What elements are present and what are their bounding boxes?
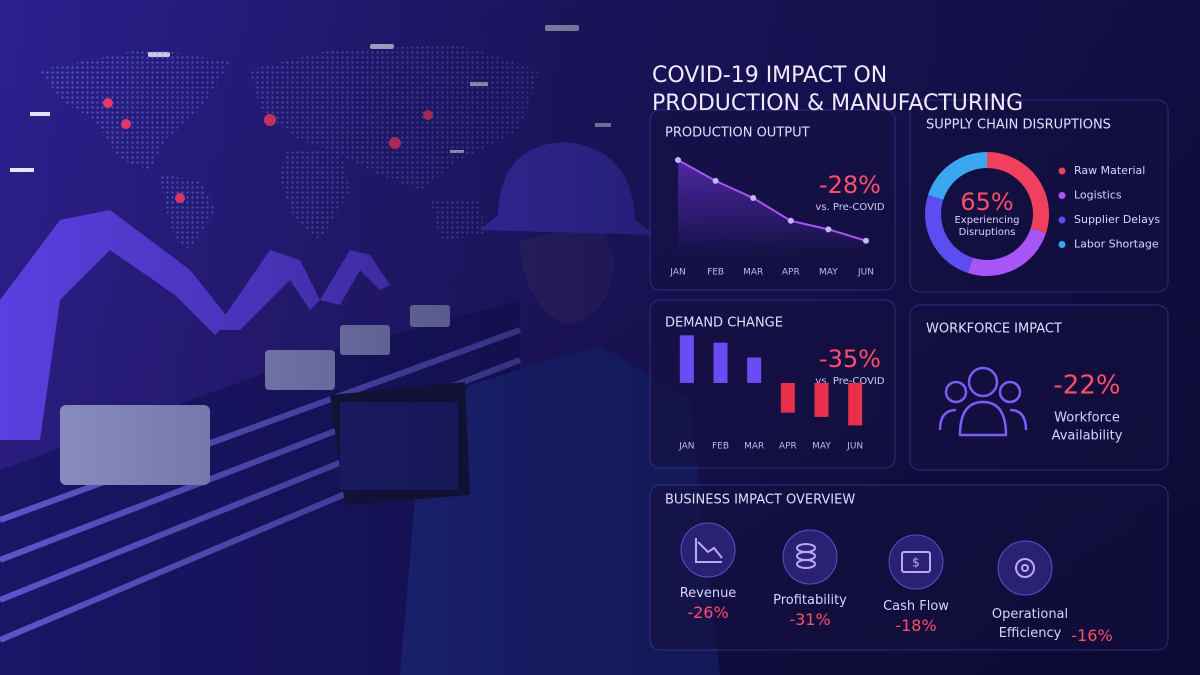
legend-label: Labor Shortage	[1074, 238, 1159, 251]
legend-label: Supplier Delays	[1074, 213, 1160, 226]
business-label: Profitability	[773, 593, 847, 608]
business-item: Revenue -26%	[658, 584, 758, 622]
donut-segment	[987, 152, 1049, 234]
legend-swatch	[1058, 216, 1066, 224]
business-change: -18%	[895, 616, 937, 635]
cash-glyph: $	[912, 556, 920, 570]
business-item: Cash Flow -18%	[866, 597, 966, 635]
business-change: -26%	[687, 603, 729, 622]
title-line: PRODUCTION & MANUFACTURING	[652, 91, 1023, 116]
change-value: -35%	[819, 345, 881, 373]
bar	[747, 357, 762, 383]
change-note: vs. Pre-COVID	[815, 202, 884, 213]
panel-title: BUSINESS IMPACT OVERVIEW	[665, 493, 855, 508]
donut-center-label-box: Experiencing Disruptions	[954, 215, 1020, 238]
legend-swatch	[1058, 241, 1066, 248]
donut-center-label: Experiencing Disruptions	[954, 215, 1020, 238]
workforce-label: Workforce	[1054, 411, 1120, 426]
x-tick-label: JAN	[678, 442, 694, 452]
bar	[814, 383, 829, 417]
legend-swatch	[1058, 167, 1066, 175]
change-note: vs. Pre-COVID	[815, 376, 884, 387]
point	[750, 195, 757, 201]
point	[712, 177, 719, 184]
title-line: COVID-19 IMPACT ON	[652, 63, 887, 88]
x-tick-label: JAN	[669, 268, 685, 278]
legend-label: Logistics	[1074, 189, 1122, 202]
workforce-label: Availability	[1052, 429, 1123, 444]
workforce-icon	[938, 366, 1028, 437]
business-label: Cash Flow	[883, 599, 949, 614]
x-tick-label: FEB	[712, 442, 729, 452]
donut-center-value: 65%	[960, 188, 1013, 216]
bar	[713, 342, 728, 383]
legend-swatch	[1058, 192, 1066, 199]
point	[675, 157, 681, 163]
point	[825, 226, 832, 233]
donut-segment	[925, 194, 973, 273]
x-tick-label: MAY	[812, 442, 831, 452]
x-tick-label: JUN	[846, 442, 863, 452]
x-tick-label: JUN	[857, 268, 874, 278]
panel-title: SUPPLY CHAIN DISRUPTIONS	[926, 118, 1111, 133]
change-value: -22%	[1053, 371, 1120, 401]
business-item: -16%	[1062, 626, 1122, 645]
panel-title: WORKFORCE IMPACT	[926, 322, 1062, 337]
bar	[780, 383, 795, 413]
x-tick-label: MAR	[744, 442, 764, 452]
legend-label: Raw Material	[1074, 164, 1145, 177]
business-glyphs	[695, 538, 1035, 578]
business-icons	[680, 522, 1053, 596]
x-tick-label: MAR	[743, 268, 763, 278]
business-change: -31%	[789, 610, 831, 629]
line	[677, 159, 867, 242]
donut-segment	[928, 152, 987, 200]
x-tick-label: MAY	[819, 268, 838, 278]
point	[863, 237, 869, 244]
business-label: Operational Efficiency	[991, 607, 1069, 641]
x-tick-label: APR	[779, 442, 797, 452]
business-item: Profitability -31%	[760, 591, 860, 629]
business-change: -16%	[1071, 626, 1113, 645]
bar	[679, 335, 694, 383]
panel-title: PRODUCTION OUTPUT	[665, 126, 810, 141]
change-value: -28%	[819, 171, 881, 199]
point	[787, 217, 794, 224]
x-tick-label: APR	[782, 268, 800, 278]
business-label: Revenue	[679, 586, 737, 601]
donut-segment	[967, 228, 1046, 276]
panel-title: DEMAND CHANGE	[665, 316, 783, 331]
line-area	[678, 160, 866, 255]
x-tick-label: FEB	[707, 268, 724, 278]
bar	[848, 383, 863, 426]
